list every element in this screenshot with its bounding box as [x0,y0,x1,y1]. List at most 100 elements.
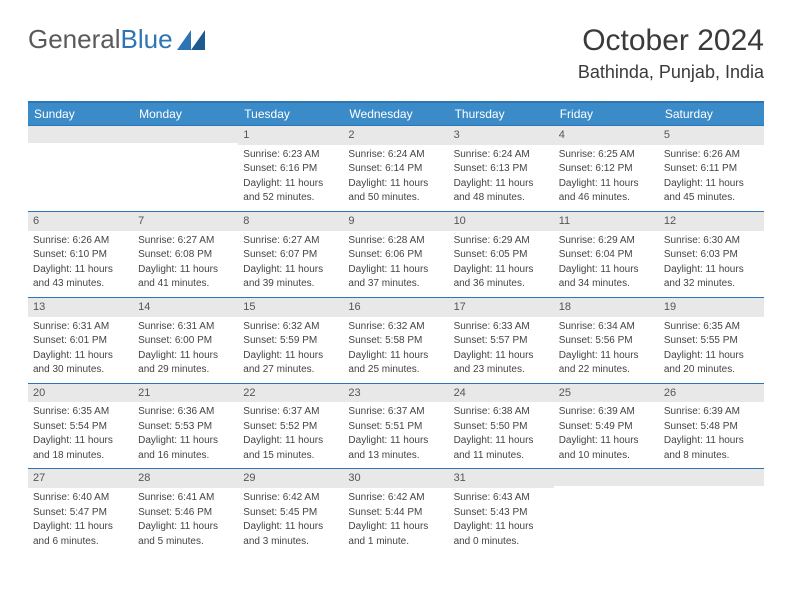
cell-line: Sunset: 6:03 PM [664,248,759,262]
day-number: 12 [659,212,764,231]
cell-body: Sunrise: 6:23 AMSunset: 6:16 PMDaylight:… [238,145,343,211]
cell-line: Sunrise: 6:28 AM [348,234,443,248]
calendar-cell: 16Sunrise: 6:32 AMSunset: 5:58 PMDayligh… [343,298,448,383]
cell-body: Sunrise: 6:41 AMSunset: 5:46 PMDaylight:… [133,488,238,554]
week-row: 27Sunrise: 6:40 AMSunset: 5:47 PMDayligh… [28,468,764,554]
cell-body: Sunrise: 6:26 AMSunset: 6:11 PMDaylight:… [659,145,764,211]
cell-line: Sunrise: 6:43 AM [454,491,549,505]
day-number: 2 [343,126,448,145]
cell-line: and 45 minutes. [664,191,759,205]
cell-line: and 6 minutes. [33,535,128,549]
cell-line: Daylight: 11 hours [348,434,443,448]
cell-line: Sunset: 5:45 PM [243,506,338,520]
cell-line: and 1 minute. [348,535,443,549]
day-header-row: SundayMondayTuesdayWednesdayThursdayFrid… [28,103,764,125]
cell-line: Sunset: 5:58 PM [348,334,443,348]
cell-line: Sunset: 5:57 PM [454,334,549,348]
cell-line: Sunset: 6:08 PM [138,248,233,262]
day-header: Monday [133,103,238,125]
day-number: 13 [28,298,133,317]
week-row: 13Sunrise: 6:31 AMSunset: 6:01 PMDayligh… [28,297,764,383]
cell-line: and 30 minutes. [33,363,128,377]
cell-body: Sunrise: 6:29 AMSunset: 6:05 PMDaylight:… [449,231,554,297]
cell-line: and 29 minutes. [138,363,233,377]
day-number: 30 [343,469,448,488]
day-number: 3 [449,126,554,145]
cell-line: Daylight: 11 hours [454,263,549,277]
cell-line: Sunset: 5:47 PM [33,506,128,520]
day-number: 5 [659,126,764,145]
cell-line: Daylight: 11 hours [243,177,338,191]
cell-line: Sunset: 5:54 PM [33,420,128,434]
calendar-cell: 2Sunrise: 6:24 AMSunset: 6:14 PMDaylight… [343,126,448,211]
calendar-cell: 3Sunrise: 6:24 AMSunset: 6:13 PMDaylight… [449,126,554,211]
cell-body: Sunrise: 6:43 AMSunset: 5:43 PMDaylight:… [449,488,554,554]
cell-line: Daylight: 11 hours [348,263,443,277]
calendar-cell: 26Sunrise: 6:39 AMSunset: 5:48 PMDayligh… [659,384,764,469]
day-number: 25 [554,384,659,403]
cell-line: and 8 minutes. [664,449,759,463]
cell-line: Daylight: 11 hours [454,177,549,191]
cell-line: Sunrise: 6:26 AM [664,148,759,162]
cell-line: and 0 minutes. [454,535,549,549]
calendar-cell: 9Sunrise: 6:28 AMSunset: 6:06 PMDaylight… [343,212,448,297]
cell-line: Daylight: 11 hours [138,263,233,277]
week-row: 6Sunrise: 6:26 AMSunset: 6:10 PMDaylight… [28,211,764,297]
cell-line: Sunrise: 6:24 AM [348,148,443,162]
cell-line: Sunset: 5:44 PM [348,506,443,520]
cell-line: Sunrise: 6:25 AM [559,148,654,162]
calendar-cell [28,126,133,211]
calendar-cell: 17Sunrise: 6:33 AMSunset: 5:57 PMDayligh… [449,298,554,383]
cell-line: Sunrise: 6:26 AM [33,234,128,248]
cell-body: Sunrise: 6:27 AMSunset: 6:07 PMDaylight:… [238,231,343,297]
cell-line: Sunset: 6:12 PM [559,162,654,176]
cell-line: Daylight: 11 hours [348,520,443,534]
cell-line: Sunrise: 6:42 AM [348,491,443,505]
calendar-cell: 23Sunrise: 6:37 AMSunset: 5:51 PMDayligh… [343,384,448,469]
cell-line: Sunset: 6:13 PM [454,162,549,176]
cell-line: Sunset: 5:46 PM [138,506,233,520]
cell-line: Sunset: 5:43 PM [454,506,549,520]
cell-line: Sunrise: 6:37 AM [348,405,443,419]
day-number [554,469,659,486]
cell-line: Sunrise: 6:30 AM [664,234,759,248]
cell-line: Daylight: 11 hours [243,434,338,448]
cell-body: Sunrise: 6:40 AMSunset: 5:47 PMDaylight:… [28,488,133,554]
day-header: Friday [554,103,659,125]
cell-line: and 39 minutes. [243,277,338,291]
title-block: October 2024 Bathinda, Punjab, India [578,24,764,83]
cell-line: Daylight: 11 hours [664,177,759,191]
day-number: 11 [554,212,659,231]
cell-line: Sunrise: 6:34 AM [559,320,654,334]
cell-line: and 16 minutes. [138,449,233,463]
cell-line: Sunset: 6:16 PM [243,162,338,176]
location: Bathinda, Punjab, India [578,62,764,83]
cell-line: and 46 minutes. [559,191,654,205]
cell-body: Sunrise: 6:24 AMSunset: 6:13 PMDaylight:… [449,145,554,211]
calendar: SundayMondayTuesdayWednesdayThursdayFrid… [28,101,764,554]
day-number: 26 [659,384,764,403]
cell-line: Sunset: 5:48 PM [664,420,759,434]
cell-line: Sunrise: 6:29 AM [559,234,654,248]
cell-line: and 15 minutes. [243,449,338,463]
cell-line: Sunrise: 6:33 AM [454,320,549,334]
calendar-cell: 10Sunrise: 6:29 AMSunset: 6:05 PMDayligh… [449,212,554,297]
cell-line: Sunrise: 6:37 AM [243,405,338,419]
cell-line: Daylight: 11 hours [243,263,338,277]
cell-body: Sunrise: 6:39 AMSunset: 5:49 PMDaylight:… [554,402,659,468]
day-number [28,126,133,143]
cell-line: and 34 minutes. [559,277,654,291]
cell-body: Sunrise: 6:30 AMSunset: 6:03 PMDaylight:… [659,231,764,297]
week-row: 20Sunrise: 6:35 AMSunset: 5:54 PMDayligh… [28,383,764,469]
cell-line: Daylight: 11 hours [348,349,443,363]
day-number: 29 [238,469,343,488]
cell-line: Sunrise: 6:27 AM [243,234,338,248]
cell-body: Sunrise: 6:28 AMSunset: 6:06 PMDaylight:… [343,231,448,297]
day-number [133,126,238,143]
day-number: 7 [133,212,238,231]
cell-line: and 36 minutes. [454,277,549,291]
cell-line: Sunset: 6:04 PM [559,248,654,262]
calendar-cell: 1Sunrise: 6:23 AMSunset: 6:16 PMDaylight… [238,126,343,211]
cell-line: Daylight: 11 hours [664,263,759,277]
cell-line: Daylight: 11 hours [559,349,654,363]
